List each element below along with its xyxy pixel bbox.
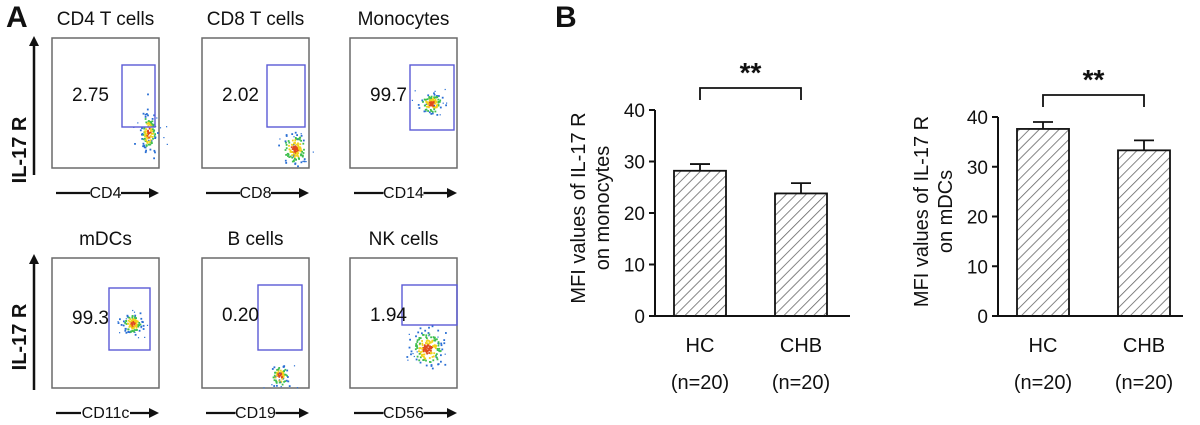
panel-a-row2-y-axis: IL-17 R: [9, 254, 39, 390]
flow-plot-title: mDCs: [79, 229, 132, 250]
y-tick-label: 40: [967, 108, 988, 129]
x-category-label: CHB: [1123, 335, 1165, 357]
bar: [1016, 128, 1070, 317]
x-category-label: CHB: [780, 335, 822, 357]
flow-plot-title: CD4 T cells: [57, 9, 155, 30]
flow-plot: mDCs 99.3 CD11c: [51, 229, 160, 422]
flow-plot-frame: [51, 37, 160, 169]
flow-plot-title: Monocytes: [358, 9, 450, 30]
gate: [121, 64, 156, 128]
gate: [257, 284, 303, 351]
y-axis-label: on mDCs: [935, 170, 957, 253]
x-category-sublabel: (n=20): [1014, 372, 1072, 394]
cell-cluster: [411, 88, 448, 116]
y-tick-label: 10: [967, 257, 988, 278]
y-tick-label: 30: [967, 158, 988, 179]
bar: [673, 169, 727, 317]
x-axis-label: CD11c: [82, 405, 130, 422]
y-tick-label: 40: [624, 101, 645, 122]
bar: [1117, 149, 1171, 317]
x-axis-label: CD14: [383, 185, 424, 202]
significance-bracket: [1042, 94, 1145, 107]
y-tick-label: 20: [967, 208, 988, 229]
y-tick-label: 20: [624, 204, 645, 225]
cell-cluster: [406, 325, 447, 370]
gate: [108, 287, 151, 351]
x-category-label: HC: [686, 335, 715, 357]
significance-label: **: [1083, 64, 1105, 95]
y-axis-label: MFI values of IL-17 R: [911, 116, 933, 307]
y-tick-label: 0: [977, 307, 988, 328]
flow-plot-title: NK cells: [369, 229, 439, 250]
flow-plot-frame: [51, 257, 160, 389]
flow-plot: Monocytes 99.7 CD14: [349, 9, 458, 202]
flow-plot-frame: [349, 257, 458, 389]
gate-percentage: 0.20: [222, 305, 259, 326]
panel-a-label: A: [6, 1, 28, 34]
cell-cluster: [133, 93, 168, 160]
flow-plot-title: CD8 T cells: [207, 9, 305, 30]
y-tick-label: 30: [624, 153, 645, 174]
flow-cytometry-plots: CD4 T cells 2.75 CD4 CD8 T cells 2.02 CD8 Mono…: [51, 9, 458, 422]
y-tick-label: 10: [624, 256, 645, 277]
gate-percentage: 2.75: [72, 85, 109, 106]
x-category-label: HC: [1029, 335, 1058, 357]
x-axis-label: CD4: [89, 185, 121, 202]
y-axis-label: on monocytes: [592, 146, 614, 271]
y-axis-label: IL-17 R: [9, 116, 31, 183]
gate: [401, 284, 458, 326]
x-axis-label: CD19: [235, 405, 276, 422]
flow-plot: B cells 0.20 CD19: [201, 229, 310, 422]
gate-percentage: 1.94: [370, 305, 407, 326]
panel-a-row1-y-axis: IL-17 R: [9, 36, 39, 183]
cell-cluster: [117, 309, 149, 339]
flow-plot: CD8 T cells 2.02 CD8: [201, 9, 314, 202]
y-axis-label: IL-17 R: [9, 303, 31, 370]
y-tick-label: 0: [634, 307, 645, 328]
gate-percentage: 99.7: [370, 85, 407, 106]
x-axis-label: CD8: [239, 185, 271, 202]
bar: [774, 192, 828, 317]
panel-b-label: B: [555, 1, 577, 34]
cell-cluster: [278, 131, 314, 168]
flow-plot-frame: [201, 257, 310, 389]
significance-bracket: [699, 87, 802, 100]
gate: [266, 64, 306, 128]
x-category-sublabel: (n=20): [772, 372, 830, 394]
flow-plot-title: B cells: [228, 229, 284, 250]
x-category-sublabel: (n=20): [671, 372, 729, 394]
y-axis-label: MFI values of IL-17 R: [568, 112, 590, 303]
gate-percentage: 99.3: [72, 308, 109, 329]
significance-label: **: [740, 57, 762, 88]
gate-percentage: 2.02: [222, 85, 259, 106]
cell-cluster: [263, 365, 299, 389]
x-axis-label: CD56: [383, 405, 424, 422]
flow-plot: CD4 T cells 2.75 CD4: [51, 9, 168, 202]
flow-plot: NK cells 1.94 CD56: [349, 229, 458, 422]
gate: [409, 64, 455, 131]
x-category-sublabel: (n=20): [1115, 372, 1173, 394]
